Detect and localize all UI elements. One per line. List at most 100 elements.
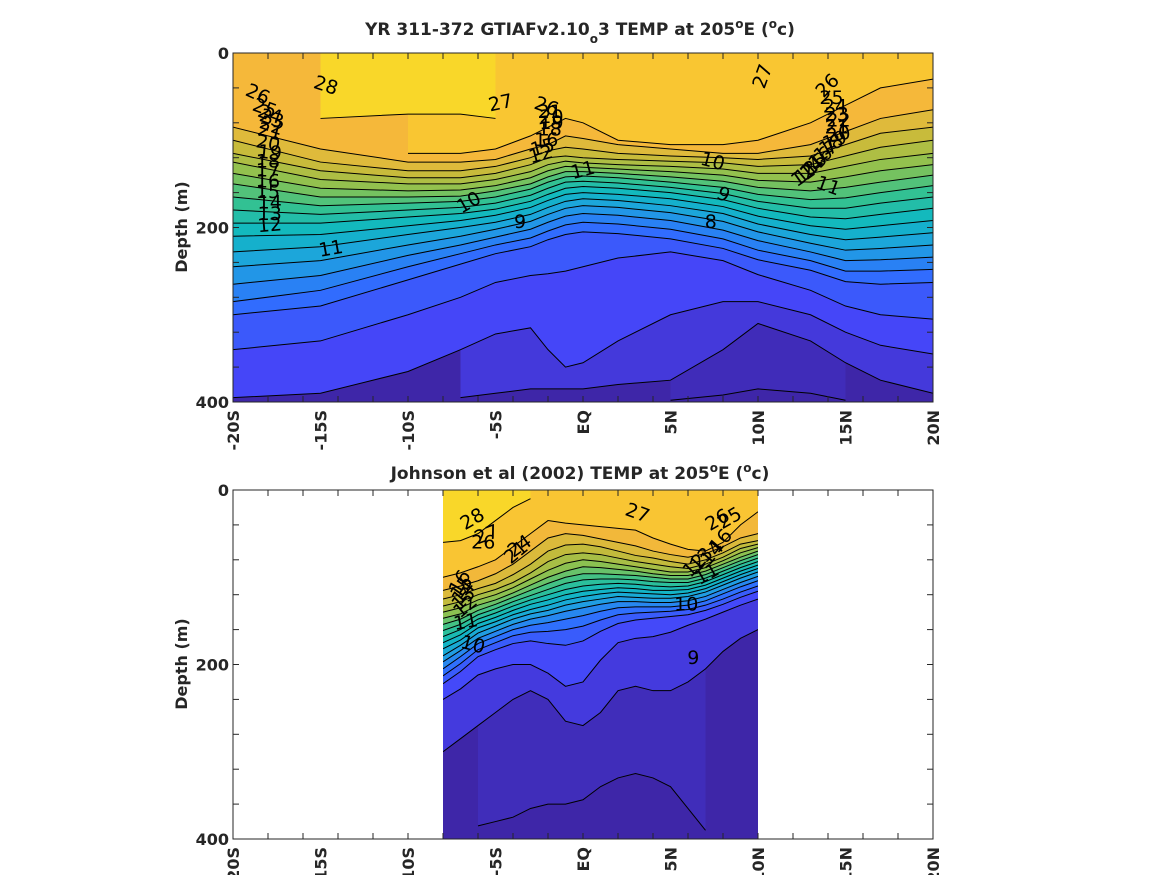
- chart-title-lower: Johnson et al (2002) TEMP at 205oE (oc): [390, 461, 770, 484]
- chart-title-upper: YR 311-372 GTIAFv2.10o3 TEMP at 205oE (o…: [364, 17, 795, 46]
- contour-label: 19: [539, 112, 563, 134]
- y-axis-label-upper: Depth (m): [172, 181, 191, 273]
- isotherm-16: [443, 571, 758, 657]
- y-tick-labels: 0 200 400: [196, 44, 229, 412]
- contour-label: 9: [514, 211, 526, 233]
- contour-label: 20: [539, 106, 563, 128]
- isotherm-20: [233, 175, 933, 207]
- band-27: [408, 53, 933, 154]
- y-tick-labels: 0 200 400: [196, 481, 229, 849]
- isotherm-13: [233, 221, 933, 303]
- x-tick-labels: -20S -15S -10S -5S EQ 5N 10N 15N 20N: [224, 410, 943, 450]
- contour-label: 11: [317, 236, 345, 262]
- y-tick-label: 0: [218, 44, 229, 63]
- y-axis-ticks: [233, 52, 933, 403]
- isotherm-24: [233, 139, 933, 179]
- x-tick-label: -15S: [312, 410, 331, 450]
- isotherm-23: [233, 152, 933, 185]
- temperature-field: [233, 53, 933, 402]
- x-tick-label: 20N: [924, 410, 943, 446]
- isotherm-11: [443, 598, 758, 700]
- x-tick-label: 5N: [662, 410, 681, 435]
- isotherm-22: [443, 550, 758, 619]
- contour-label: 25: [819, 87, 843, 109]
- isotherm-26: [233, 109, 933, 163]
- isotherm-8: [670, 388, 846, 401]
- lower-panel: Johnson et al (2002) TEMP at 205oE (oc) …: [172, 461, 943, 875]
- y-tick-label: 400: [196, 830, 229, 849]
- x-tick-label: 20N: [924, 847, 943, 875]
- isotherm-26: [443, 533, 758, 591]
- contour-label: 12: [257, 213, 283, 237]
- isotherm-13: [443, 585, 758, 677]
- contour-label: 23: [825, 103, 849, 125]
- isotherm-21: [233, 171, 933, 198]
- isotherm-15: [443, 575, 758, 663]
- isotherm-28: [320, 113, 496, 119]
- isotherm-21: [443, 554, 758, 625]
- contour-label: 16: [534, 129, 558, 151]
- x-tick-label: 10N: [749, 847, 768, 875]
- contour-label: 21: [825, 117, 849, 139]
- upper-panel: YR 311-372 GTIAFv2.10o3 TEMP at 205oE (o…: [172, 17, 943, 450]
- isotherm-18: [233, 185, 933, 224]
- x-tick-labels: -20S -15S -10S -5S EQ 5N 10N 15N 20N: [224, 847, 943, 875]
- y-tick-label: 200: [196, 219, 229, 238]
- isotherm-19: [233, 180, 933, 215]
- isotherm-18: [443, 564, 758, 644]
- isotherm-11: [233, 251, 933, 351]
- contour-label: 9: [687, 647, 699, 669]
- isotherm-14: [233, 213, 933, 285]
- isotherm-17: [443, 568, 758, 650]
- isotherm-23: [443, 547, 758, 613]
- contour-label: 11: [452, 609, 480, 635]
- y-tick-label: 0: [218, 481, 229, 500]
- band-27: [443, 490, 758, 578]
- isotherm-lines: [233, 78, 933, 401]
- temperature-field: [443, 490, 758, 839]
- isotherm-25: [233, 126, 933, 172]
- x-tick-label: -10S: [399, 410, 418, 450]
- x-axis-ticks: [232, 490, 934, 839]
- x-tick-label: -5S: [487, 410, 506, 439]
- x-tick-label: EQ: [574, 847, 593, 872]
- contour-label: 21: [538, 101, 562, 123]
- plot-area-lower: 28 27272626252421121314151611111213141610…: [196, 481, 943, 875]
- isotherm-15: [233, 205, 933, 268]
- contour-label: 19: [257, 141, 283, 165]
- isotherm-9: [477, 773, 706, 831]
- x-tick-label: 15N: [837, 847, 856, 875]
- isotherm-14: [443, 580, 758, 670]
- x-tick-label: 15N: [837, 410, 856, 446]
- isotherm-24: [443, 543, 758, 607]
- isotherm-27: [443, 511, 758, 578]
- isotherm-25: [443, 540, 758, 600]
- isotherm-20: [443, 557, 758, 631]
- contour-label: 20: [254, 130, 282, 156]
- isotherm-12: [233, 231, 933, 316]
- contour-label: 18: [256, 151, 280, 173]
- isotherm-lines: [443, 498, 758, 831]
- y-axis-ticks: [233, 489, 933, 840]
- isotherm-22: [233, 164, 933, 192]
- x-axis-ticks: [232, 53, 934, 402]
- band-28: [320, 53, 496, 119]
- isotherm-16: [233, 198, 933, 253]
- x-tick-label: -5S: [487, 847, 506, 875]
- contour-label: 18: [538, 118, 562, 140]
- contour-label: 27: [487, 90, 515, 117]
- contour-label: 16: [256, 171, 280, 193]
- contour-label: 10: [674, 594, 698, 616]
- y-tick-label: 400: [196, 393, 229, 412]
- filled-bands: [233, 53, 933, 401]
- contour-label: 20: [825, 122, 853, 148]
- x-tick-label: EQ: [574, 410, 593, 435]
- x-tick-label: 10N: [749, 410, 768, 446]
- x-tick-label: -20S: [224, 410, 243, 450]
- isotherm-17: [233, 192, 933, 237]
- y-axis-label-lower: Depth (m): [172, 618, 191, 710]
- isotherm-10: [443, 629, 758, 753]
